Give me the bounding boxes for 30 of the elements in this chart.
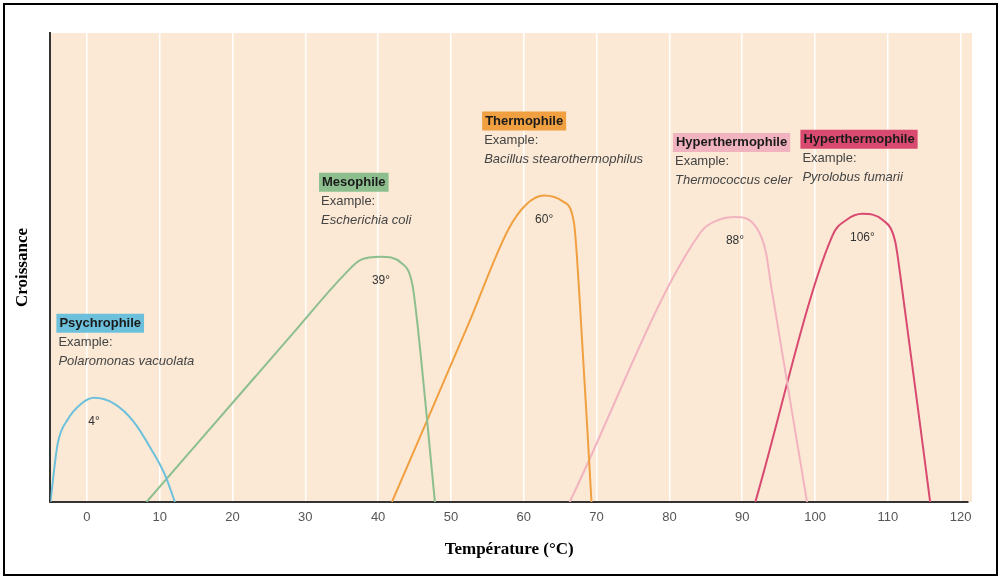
x-tick-label: 60 <box>516 509 531 525</box>
annotation: Example: Polaromonas vacuolata <box>58 333 195 368</box>
x-tick-label: 90 <box>735 509 750 525</box>
annotation: 88° <box>725 233 745 248</box>
text: Hyperthermophile <box>675 134 788 150</box>
x-tick-label: 40 <box>370 509 386 525</box>
text: Psychrophile <box>59 315 142 331</box>
x-tick-label: 10 <box>152 509 167 525</box>
text: Example: Pyrolobus fumarii <box>802 149 904 184</box>
text: Mesophile <box>322 174 386 190</box>
annotation: Example: Escherichia coli <box>321 192 413 227</box>
text: Example: Thermococcus celer <box>674 153 793 188</box>
x-tick-label: 50 <box>443 509 459 525</box>
text: Thermophile <box>485 113 564 129</box>
annotation: 106° <box>849 230 876 245</box>
x-tick-label: 100 <box>804 509 826 525</box>
annotation: 60° <box>535 211 554 226</box>
annotation: 39° <box>371 273 391 288</box>
annotation: 4° <box>88 414 101 429</box>
x-tick-label: 0 <box>83 509 91 525</box>
x-tick-label: 110 <box>877 509 899 525</box>
x-tick-label: 20 <box>225 509 240 525</box>
x-tick-label: 30 <box>298 509 313 525</box>
text: Hyperthermophile <box>803 131 915 147</box>
x-tick-label: 70 <box>589 509 604 525</box>
x-axis-title: Température (°C) <box>444 539 574 559</box>
x-tick-label: 80 <box>662 509 677 525</box>
y-axis-title: Croissance <box>11 227 31 308</box>
text: Example: Bacillus stearothermophilus <box>484 131 644 166</box>
x-tick-label: 120 <box>949 509 972 525</box>
